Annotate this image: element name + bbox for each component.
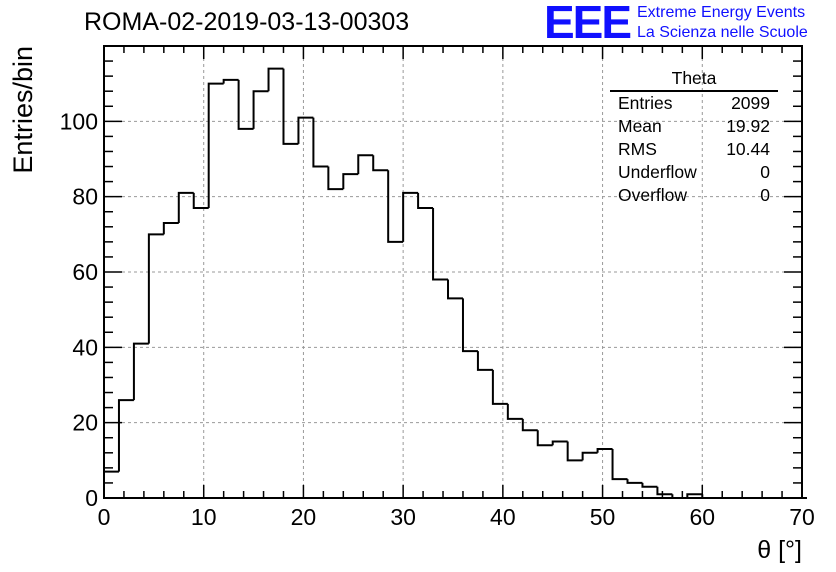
histogram-bin — [402, 191, 419, 242]
x-tick-label: 20 — [291, 504, 317, 530]
histogram-bin — [686, 493, 703, 498]
stats-value: 19.92 — [726, 116, 770, 136]
logo-subtitle-line1: Extreme Energy Events — [637, 4, 806, 21]
histogram-bin — [357, 154, 374, 175]
stats-title: Theta — [610, 66, 778, 92]
histogram-bin — [417, 192, 434, 209]
histogram-bin — [447, 279, 463, 300]
y-tick-label: 100 — [60, 108, 98, 134]
histogram-bin — [536, 430, 553, 447]
y-tick-label: 40 — [72, 334, 98, 360]
x-tick-label: 10 — [191, 504, 217, 530]
histogram-bin — [267, 67, 284, 92]
histogram-bin — [147, 233, 164, 344]
histogram-bin — [282, 68, 299, 145]
eee-logo-mark: EEE — [544, 0, 632, 48]
histogram-bin — [312, 117, 329, 168]
histogram-bin — [432, 207, 449, 281]
stats-row-entries: Entries 2099 — [610, 92, 778, 115]
x-tick-label: 60 — [689, 504, 715, 530]
histogram-bin — [491, 369, 508, 405]
histogram-bin — [521, 418, 538, 432]
x-tick-label: 50 — [590, 504, 616, 530]
y-tick-label: 80 — [72, 184, 98, 210]
histogram-bin — [581, 451, 598, 461]
y-tick-label: 0 — [85, 485, 98, 511]
histogram-bin — [327, 166, 344, 191]
stats-label: Overflow — [618, 185, 688, 205]
histogram-bin — [387, 170, 404, 243]
stats-row-overflow: Overflow 0 — [610, 184, 778, 207]
histogram-bin — [222, 78, 239, 84]
stats-row-rms: RMS 10.44 — [610, 138, 778, 161]
x-tick-label: 40 — [490, 504, 516, 530]
stats-label: Entries — [618, 93, 673, 113]
histogram-bin — [132, 342, 149, 401]
histogram-bin — [641, 482, 658, 488]
y-tick-label: 60 — [72, 259, 98, 285]
stats-label: Mean — [618, 116, 662, 136]
stats-value: 0 — [760, 185, 770, 205]
stats-row-underflow: Underflow 0 — [610, 161, 778, 184]
histogram-bin — [237, 79, 254, 130]
histogram-bin — [192, 192, 209, 209]
histogram-bin — [596, 448, 613, 453]
stats-row-mean: Mean 19.92 — [610, 115, 778, 138]
stats-value: 10.44 — [726, 139, 770, 159]
histogram-bin — [177, 191, 194, 224]
y-axis-label: Entries/bin — [8, 46, 38, 174]
histogram-bin — [207, 82, 224, 208]
histogram-bin — [117, 399, 134, 472]
stats-value: 0 — [760, 162, 770, 182]
y-tick-label: 20 — [72, 410, 98, 436]
x-tick-label: 30 — [390, 504, 416, 530]
histogram-bin — [461, 298, 478, 353]
stats-label: RMS — [618, 139, 657, 159]
histogram-bin — [342, 173, 359, 190]
stats-label: Underflow — [618, 162, 697, 182]
x-tick-label: 70 — [789, 504, 815, 530]
histogram-bin — [103, 470, 119, 498]
logo-subtitle-line2: La Scienza nelle Scuole — [637, 24, 808, 41]
histogram-bin — [506, 403, 523, 420]
histogram-bin — [551, 440, 568, 446]
x-tick-label: 0 — [98, 504, 111, 530]
histogram-bin — [252, 90, 269, 129]
histogram-bin — [566, 441, 583, 462]
histogram-bin — [297, 116, 314, 144]
x-axis-label: θ [°] — [757, 536, 802, 564]
stats-box: Theta Entries 2099 Mean 19.92 RMS 10.44 … — [610, 66, 778, 207]
stats-value: 2099 — [731, 93, 770, 113]
histogram-bin — [656, 486, 673, 496]
histogram-bin — [372, 155, 389, 172]
histogram-bin — [626, 479, 643, 484]
histogram-bin — [611, 449, 628, 481]
histogram-bin — [476, 351, 493, 371]
histogram-bin — [162, 222, 179, 235]
eee-logo: EEE Extreme Energy Events La Scienza nel… — [540, 0, 836, 48]
run-title: ROMA-02-2019-03-13-00303 — [84, 8, 410, 36]
